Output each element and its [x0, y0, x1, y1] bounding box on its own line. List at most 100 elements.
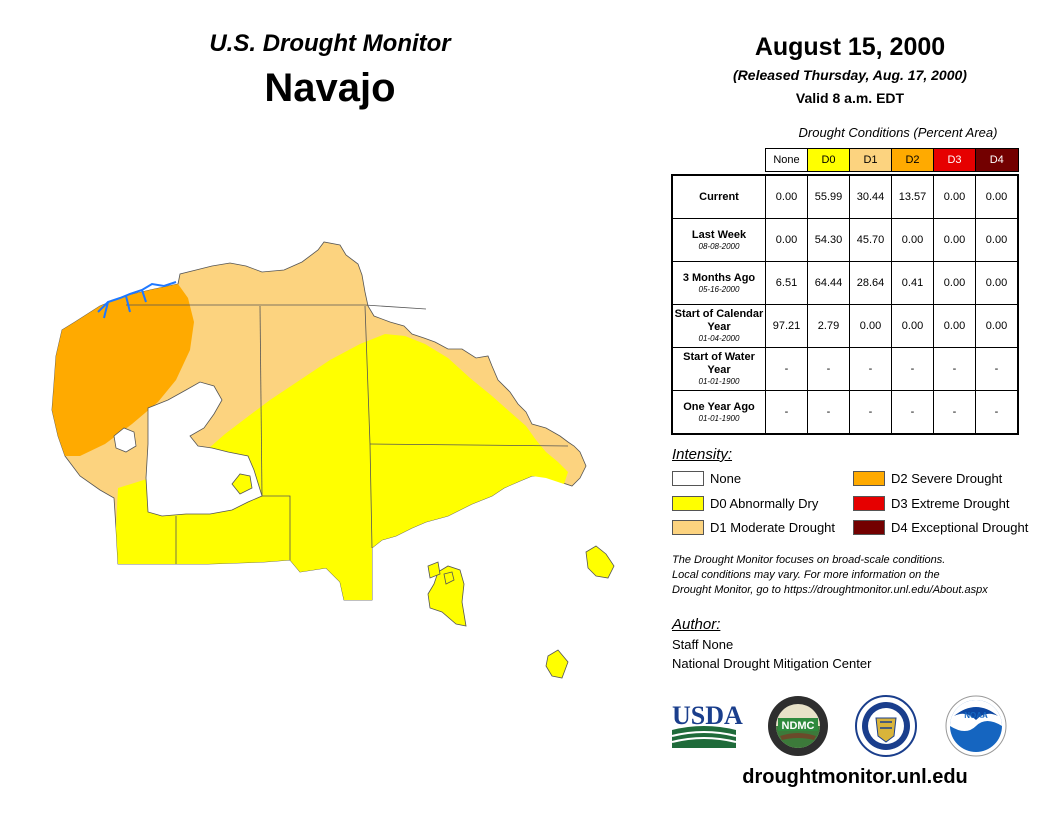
disclaimer-note: The Drought Monitor focuses on broad-sca… [672, 554, 988, 596]
author-org: National Drought Mitigation Center [672, 656, 872, 671]
table-cell: 0.00 [975, 218, 1019, 262]
ndmc-logo: NDMC [768, 696, 828, 756]
table-cell: 0.00 [933, 261, 976, 305]
table-cell: 0.00 [975, 174, 1019, 219]
table-cell: - [849, 390, 892, 435]
map-subtitle: U.S. Drought Monitor [209, 30, 451, 57]
column-header-none: None [765, 148, 808, 172]
map-title: Navajo [264, 66, 396, 110]
table-cell: - [891, 347, 934, 391]
table-cell: 0.00 [933, 174, 976, 219]
legend-swatch [853, 471, 885, 486]
table-row-current: Current 0.00 55.99 30.44 13.57 0.00 0.00 [671, 174, 1019, 219]
table-cell: 0.00 [933, 304, 976, 348]
logos: USDA NDMC NOAA [671, 695, 1007, 757]
valid-time: Valid 8 a.m. EDT [795, 90, 905, 106]
table-cell: - [765, 347, 808, 391]
table-cell: 13.57 [891, 174, 934, 219]
table-cell: 6.51 [765, 261, 808, 305]
table-cell: 0.41 [891, 261, 934, 305]
table-row-one-year-ago: One Year Ago 01-01-1900 - - - - - - [671, 390, 1019, 435]
legend-item-d4: D4 Exceptional Drought [853, 520, 1028, 535]
legend-label: D4 Exceptional Drought [891, 520, 1029, 535]
d2-region [52, 284, 194, 456]
legend-label: None [710, 471, 742, 486]
table-cell: - [807, 347, 850, 391]
footer-url[interactable]: droughtmonitor.unl.edu [742, 766, 968, 788]
table-row-start-of-water-year: Start of Water Year 01-01-1900 - - - - - … [671, 347, 1019, 391]
legend-swatch [672, 520, 704, 535]
drought-map [51, 241, 615, 679]
table-cell: 0.00 [975, 304, 1019, 348]
table-cell: 30.44 [849, 174, 892, 219]
table-cell: 55.99 [807, 174, 850, 219]
row-label: Start of Water Year 01-01-1900 [671, 347, 766, 391]
table-cell: 0.00 [849, 304, 892, 348]
table-row-3-months-ago: 3 Months Ago 05-16-2000 6.51 64.44 28.64 … [671, 261, 1019, 305]
table-cell: - [975, 347, 1019, 391]
row-date: 01-01-1900 [698, 377, 740, 386]
legend-item-d3: D3 Extreme Drought [853, 496, 1010, 511]
column-header-d3: D3 [933, 148, 976, 172]
row-date: 05-16-2000 [698, 284, 740, 294]
usda-logo: USDA [671, 701, 743, 748]
legend-swatch [672, 471, 704, 486]
intensity-title: Intensity: [672, 446, 733, 463]
row-date: 08-08-2000 [698, 241, 740, 251]
table-cell: 0.00 [891, 304, 934, 348]
legend-swatch [853, 520, 885, 535]
table-cell: - [933, 347, 976, 391]
row-label: 3 Months Ago 05-16-2000 [671, 261, 766, 305]
d0-region [116, 334, 568, 600]
legend-item-d1: D1 Moderate Drought [672, 520, 835, 535]
boundary-lines [126, 304, 569, 564]
table-cell: - [891, 390, 934, 435]
table-cell: - [807, 390, 850, 435]
white-pocket [113, 427, 137, 453]
svg-text:USDA: USDA [672, 701, 743, 730]
table-cell: - [975, 390, 1019, 435]
author-title: Author: [672, 616, 721, 633]
table-cell: 54.30 [807, 218, 850, 262]
column-header-d4: D4 [975, 148, 1019, 172]
release-date: (Released Thursday, Aug. 17, 2000) [733, 67, 967, 83]
table-cell: 28.64 [849, 261, 892, 305]
legend-swatch [672, 496, 704, 511]
legend-item-none: None [672, 471, 741, 486]
table-cell: 0.00 [765, 174, 808, 219]
table-cell: - [933, 390, 976, 435]
table-cell: 2.79 [807, 304, 850, 348]
legend-label: D0 Abnormally Dry [710, 496, 819, 511]
row-label: Current [671, 174, 766, 219]
column-header-d1: D1 [849, 148, 892, 172]
legend-label: D3 Extreme Drought [891, 496, 1010, 511]
legend-item-d0: D0 Abnormally Dry [672, 496, 818, 511]
table-cell: 0.00 [933, 218, 976, 262]
table-header-row: None D0 D1 D2 D3 D4 [672, 148, 1019, 172]
svg-text:NDMC: NDMC [782, 720, 815, 732]
svg-text:NOAA: NOAA [964, 711, 988, 720]
legend-swatch [853, 496, 885, 511]
row-label: Last Week 08-08-2000 [671, 218, 766, 262]
legend-label: D2 Severe Drought [891, 471, 1003, 486]
row-date: 01-01-1900 [698, 413, 740, 423]
map-date: August 15, 2000 [754, 33, 946, 61]
outlying-parcels [427, 545, 615, 679]
table-cell: 45.70 [849, 218, 892, 262]
row-label: Start of Calendar Year 01-04-2000 [671, 304, 766, 348]
table-cell: 97.21 [765, 304, 808, 348]
table-cell: 64.44 [807, 261, 850, 305]
table-cell: 0.00 [765, 218, 808, 262]
yellow-pocket [231, 473, 253, 495]
noaa-logo: NOAA [945, 695, 1007, 757]
row-label: One Year Ago 01-01-1900 [671, 390, 766, 435]
author-name: Staff None [672, 637, 734, 652]
table-caption: Drought Conditions (Percent Area) [798, 125, 998, 140]
table-cell: - [849, 347, 892, 391]
legend-item-d2: D2 Severe Drought [853, 471, 1002, 486]
table-cell: 0.00 [891, 218, 934, 262]
commerce-seal-logo [855, 695, 917, 757]
row-date: 01-04-2000 [698, 334, 740, 343]
river [97, 281, 177, 319]
column-header-d2: D2 [891, 148, 934, 172]
